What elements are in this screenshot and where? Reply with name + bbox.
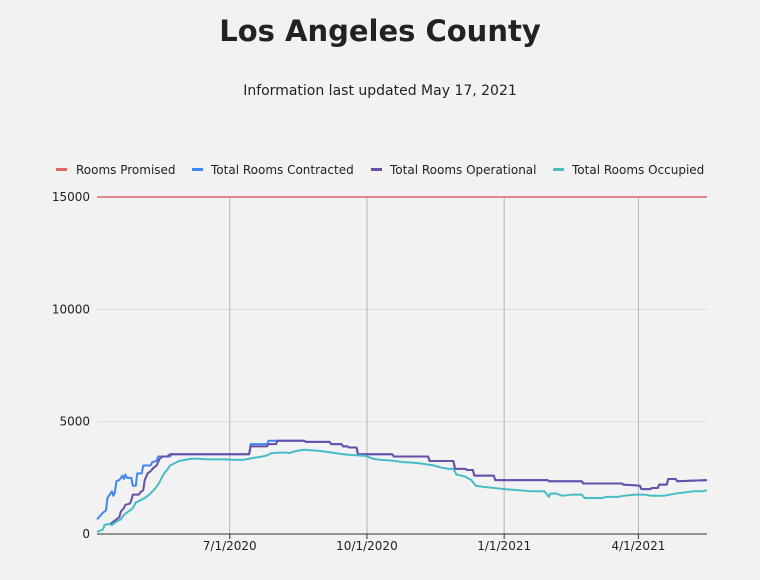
legend-item-rooms-promised[interactable]: Rooms Promised (56, 163, 176, 177)
y-tick-label: 15000 (52, 190, 90, 204)
x-axis: 7/1/2020 10/1/2020 1/1/2021 4/1/2021 (97, 533, 707, 553)
x-tick-label: 10/1/2020 (336, 539, 398, 553)
series-line-total-rooms-contracted (96, 439, 708, 521)
gridlines (97, 196, 707, 534)
legend-label: Total Rooms Contracted (210, 163, 354, 177)
legend-item-total-rooms-contracted[interactable]: Total Rooms Contracted (192, 163, 354, 177)
chart-title: Los Angeles County (219, 14, 541, 48)
legend-swatch (192, 168, 203, 171)
series-lines (96, 196, 708, 533)
series-line-total-rooms-occupied (96, 448, 708, 533)
y-tick-label: 0 (82, 527, 90, 541)
y-tick-label: 10000 (52, 302, 90, 316)
legend-label: Total Rooms Operational (389, 163, 536, 177)
legend: Rooms Promised Total Rooms Contracted Tota… (56, 163, 704, 177)
x-tick-label: 4/1/2021 (611, 539, 665, 553)
x-tick-label: 1/1/2021 (477, 539, 531, 553)
y-tick-label: 5000 (59, 415, 90, 429)
legend-swatch (56, 168, 67, 171)
y-axis: 0 5000 10000 15000 (52, 190, 90, 541)
legend-item-total-rooms-operational[interactable]: Total Rooms Operational (371, 163, 536, 177)
legend-swatch (553, 168, 564, 171)
legend-swatch (371, 168, 382, 171)
chart-subtitle: Information last updated May 17, 2021 (243, 83, 517, 99)
legend-label: Rooms Promised (76, 163, 176, 177)
legend-label: Total Rooms Occupied (571, 163, 704, 177)
legend-item-total-rooms-occupied[interactable]: Total Rooms Occupied (553, 163, 704, 177)
series-line-total-rooms-operational (109, 439, 708, 525)
x-tick-label: 7/1/2020 (203, 539, 257, 553)
